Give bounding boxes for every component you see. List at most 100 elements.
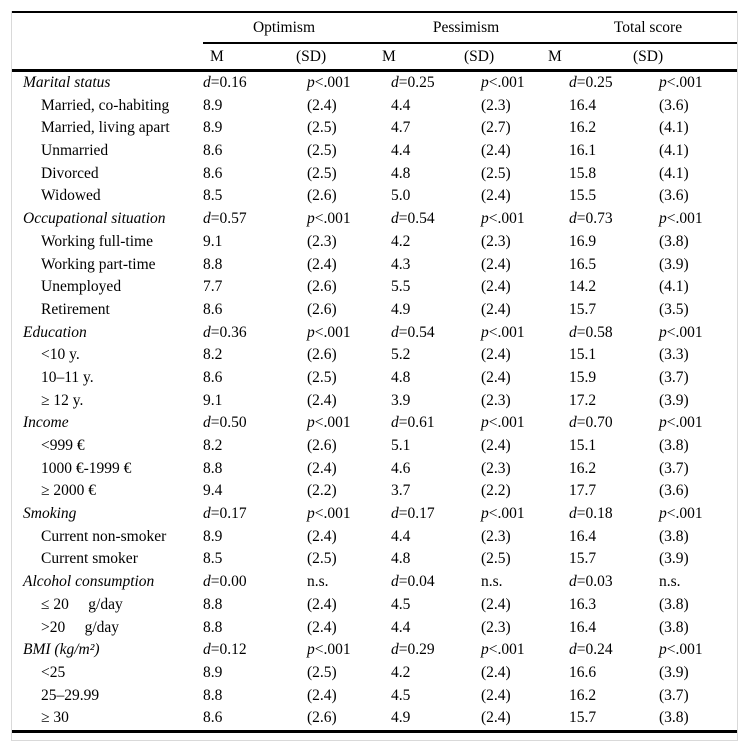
cell-value: (2.5) — [307, 550, 337, 568]
column-group-pessimism: Pessimism — [432, 19, 500, 36]
table-group-row: Income d=0.50 p<.001 d=0.61 p<.001 d=0.70 p<.0… — [12, 412, 737, 435]
cell-value: 7.7 — [203, 278, 223, 296]
table-row: ≥ 2000 € 9.4 (2.2) 3.7 (2.2) 17.7 (3.6) — [12, 480, 737, 503]
row-label: Current smoker — [41, 550, 138, 568]
cell-value: (2.4) — [481, 142, 511, 160]
cell-value: d=0.57 — [203, 210, 247, 228]
table-bottom-rule — [12, 730, 737, 733]
cell-value: 16.5 — [569, 255, 597, 273]
cell-value: (3.6) — [659, 187, 689, 205]
row-label: Education — [23, 323, 87, 341]
cell-value: (2.4) — [307, 255, 337, 273]
cell-value: d=0.54 — [391, 323, 435, 341]
cell-value: 8.9 — [203, 96, 223, 114]
row-label: 1000 €-1999 € — [41, 459, 132, 477]
cell-value: 3.9 — [391, 391, 411, 409]
cell-value: (3.7) — [659, 459, 689, 477]
cell-value: d=0.54 — [391, 210, 435, 228]
cell-value: (3.6) — [659, 482, 689, 500]
table-group-row: Smoking d=0.17 p<.001 d=0.17 p<.001 d=0.18 p<.… — [12, 503, 737, 526]
table-subheader-row: M (SD) M (SD) M (SD) — [12, 44, 737, 69]
table-row: >20 g/day 8.8 (2.4) 4.4 (2.3) 16.4 (3.8) — [12, 617, 737, 640]
row-label: Widowed — [41, 187, 101, 205]
cell-value: 4.9 — [391, 300, 411, 318]
cell-value: 17.2 — [569, 391, 597, 409]
cell-value: 16.2 — [569, 119, 597, 137]
cell-value: 8.2 — [203, 437, 223, 454]
cell-value: (3.9) — [659, 391, 689, 409]
cell-value: p<.001 — [481, 414, 525, 432]
cell-value: (2.3) — [481, 391, 511, 409]
cell-value: (2.4) — [481, 595, 511, 613]
cell-value: (3.3) — [659, 346, 689, 364]
cell-value: 16.1 — [569, 142, 597, 160]
table-row: <999 € 8.2 (2.6) 5.1 (2.4) 15.1 (3.8) — [12, 435, 737, 458]
table-group-row: Alcohol consumption d=0.00 n.s. d=0.04 n.s. d… — [12, 571, 737, 594]
cell-value: 4.8 — [391, 368, 411, 386]
cell-value: 8.8 — [203, 255, 223, 273]
cell-value: d=0.12 — [203, 641, 247, 659]
cell-value: 8.8 — [203, 595, 223, 613]
cell-value: p<.001 — [481, 641, 525, 659]
table-row: ≥ 30 8.6 (2.6) 4.9 (2.4) 15.7 (3.8) — [12, 707, 737, 730]
cell-value: (2.3) — [481, 232, 511, 250]
cell-value: 16.2 — [569, 459, 597, 477]
cell-value: 8.8 — [203, 618, 223, 636]
cell-value: (4.1) — [659, 278, 689, 296]
cell-value: (2.4) — [307, 527, 337, 545]
cell-value: 15.7 — [569, 550, 597, 568]
cell-value: (2.5) — [307, 164, 337, 182]
table-group-row: Education d=0.36 p<.001 d=0.54 p<.001 d=0.58 p… — [12, 322, 737, 345]
table-row: 1000 €-1999 € 8.8 (2.4) 4.6 (2.3) 16.2 (3.7) — [12, 458, 737, 481]
cell-value: (2.4) — [481, 709, 511, 727]
cell-value: 14.2 — [569, 278, 597, 296]
table-group-row: Occupational situation d=0.57 p<.001 d=0.54… — [12, 208, 737, 231]
row-label: BMI (kg/m²) — [23, 641, 100, 659]
table-row: Working part-time 8.8 (2.4) 4.3 (2.4) 16.5 (3.… — [12, 254, 737, 277]
cell-value: (2.6) — [307, 187, 337, 205]
cell-value: n.s. — [307, 573, 329, 591]
cell-value: 4.8 — [391, 550, 411, 568]
cell-value: d=0.00 — [203, 573, 247, 591]
cell-value: 5.2 — [391, 346, 411, 364]
row-label: Alcohol consumption — [23, 573, 155, 591]
cell-value: 4.5 — [391, 595, 411, 613]
cell-value: (2.5) — [307, 663, 337, 681]
cell-value: 16.4 — [569, 96, 597, 114]
cell-value: n.s. — [481, 573, 503, 591]
cell-value: (2.6) — [307, 346, 337, 364]
cell-value: d=0.16 — [203, 74, 247, 91]
cell-value: p<.001 — [659, 323, 703, 341]
row-label: Working part-time — [41, 255, 156, 273]
cell-value: 4.9 — [391, 709, 411, 727]
cell-value: 4.4 — [391, 142, 411, 160]
cell-value: 15.7 — [569, 300, 597, 318]
row-label: <999 € — [41, 437, 85, 454]
cell-value: d=0.24 — [569, 641, 613, 659]
subheader-pessimism-m: M — [382, 48, 396, 65]
row-label: 25–29.99 — [41, 686, 100, 704]
table-row: Widowed 8.5 (2.6) 5.0 (2.4) 15.5 (3.6) — [12, 185, 737, 208]
cell-value: d=0.61 — [391, 414, 435, 432]
cell-value: (2.2) — [481, 482, 511, 500]
table-row: Current smoker 8.5 (2.5) 4.8 (2.5) 15.7 (3.9) — [12, 548, 737, 571]
subheader-pessimism-sd: (SD) — [464, 48, 495, 65]
subheader-total-sd: (SD) — [633, 48, 664, 65]
cell-value: p<.001 — [481, 505, 525, 523]
table-body: Marital status d=0.16 p<.001 d=0.25 p<.001 d=… — [12, 72, 737, 730]
cell-value: p<.001 — [307, 505, 351, 523]
cell-value: 5.5 — [391, 278, 411, 296]
cell-value: p<.001 — [659, 74, 703, 91]
cell-value: 8.9 — [203, 663, 223, 681]
cell-value: 8.5 — [203, 187, 223, 205]
table-row: 10–11 y. 8.6 (2.5) 4.8 (2.4) 15.9 (3.7) — [12, 367, 737, 390]
cell-value: 16.6 — [569, 663, 597, 681]
cell-value: (2.6) — [307, 300, 337, 318]
row-label: >20 g/day — [41, 618, 120, 636]
cell-value: (3.7) — [659, 368, 689, 386]
cell-value: d=0.58 — [569, 323, 613, 341]
column-group-underline — [203, 42, 737, 44]
cell-value: (3.9) — [659, 550, 689, 568]
cell-value: 9.4 — [203, 482, 223, 500]
cell-value: 4.6 — [391, 459, 411, 477]
